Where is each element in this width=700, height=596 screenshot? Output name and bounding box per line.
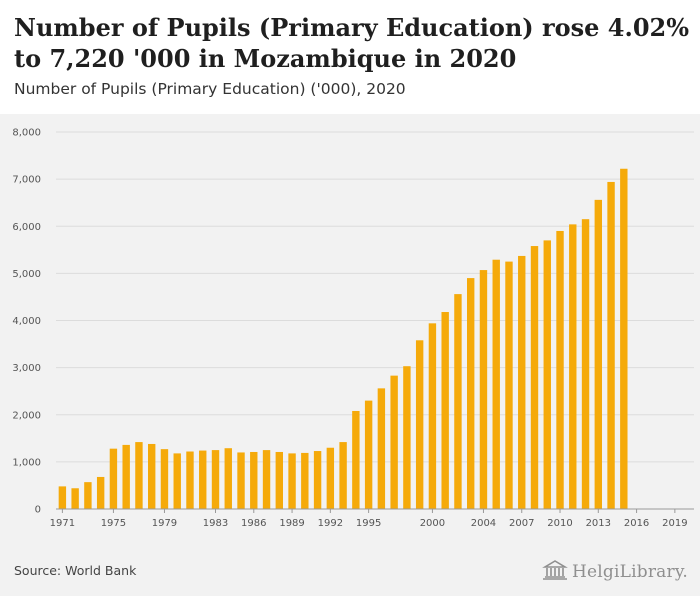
bar-2013[interactable]: [594, 199, 603, 510]
x-tick-label: 1986: [241, 518, 266, 529]
y-tick-label: 8,000: [12, 128, 41, 139]
bar-1997[interactable]: [390, 375, 398, 509]
bar-1981[interactable]: [186, 451, 194, 509]
y-axis-tick-labels: 0 1,000 2,000 3,000 4,000 5,000 6,000 7,000 8,00…: [12, 128, 41, 516]
bar-2005[interactable]: [492, 259, 500, 509]
y-tick-label: 6,000: [12, 222, 41, 233]
brand-logo[interactable]: HelgiLibrary.: [542, 560, 688, 584]
chart-title: Number of Pupils (Primary Education) ros…: [14, 13, 690, 73]
bar-1980[interactable]: [173, 453, 181, 509]
x-tick-label: 1995: [356, 518, 381, 529]
bar-1976[interactable]: [122, 444, 130, 509]
bar-2008[interactable]: [530, 246, 539, 510]
chart-header: Number of Pupils (Primary Education) ros…: [0, 0, 700, 114]
brand-name: HelgiLibrary.: [572, 562, 688, 582]
bar-2000[interactable]: [428, 323, 437, 509]
x-tick-label: 1983: [203, 518, 228, 529]
bar-1988[interactable]: [275, 451, 284, 509]
bar-1989[interactable]: [288, 453, 296, 509]
x-tick-label: 2000: [420, 518, 445, 529]
bar-1987[interactable]: [262, 450, 271, 509]
x-tick-label: 1992: [318, 518, 343, 529]
x-tick-label: 2016: [624, 518, 649, 529]
bar-1973[interactable]: [84, 482, 92, 509]
bar-2012[interactable]: [581, 219, 590, 509]
bar-1984[interactable]: [224, 448, 232, 509]
y-tick-label: 5,000: [12, 269, 41, 280]
bars: [58, 168, 628, 510]
bar-1986[interactable]: [250, 451, 258, 509]
bar-1993[interactable]: [339, 442, 347, 509]
x-tick-label: 2007: [509, 518, 534, 529]
x-tick-label: 1989: [279, 518, 304, 529]
y-tick-label: 0: [35, 505, 41, 516]
bar-1996[interactable]: [377, 388, 386, 509]
bar-2015[interactable]: [620, 168, 628, 509]
x-tick-label: 1971: [50, 518, 75, 529]
bar-2010[interactable]: [556, 230, 564, 509]
bar-1983[interactable]: [211, 450, 220, 509]
bar-2002[interactable]: [454, 294, 462, 509]
bar-2007[interactable]: [518, 255, 526, 509]
y-tick-label: 1,000: [12, 457, 41, 468]
bar-1999[interactable]: [415, 340, 424, 509]
chart-subtitle: Number of Pupils (Primary Education) ('0…: [14, 80, 406, 98]
y-tick-label: 2,000: [12, 410, 41, 421]
bar-1998[interactable]: [403, 366, 411, 509]
x-tick-label: 2010: [547, 518, 572, 529]
source-note: Source: World Bank: [14, 563, 137, 578]
bar-1978[interactable]: [147, 443, 156, 509]
bar-2014[interactable]: [607, 181, 615, 509]
x-tick-label: 2004: [471, 518, 496, 529]
bar-1975[interactable]: [109, 448, 118, 509]
x-tick-label: 2013: [586, 518, 611, 529]
bar-2001[interactable]: [441, 312, 449, 509]
bar-1974[interactable]: [96, 476, 105, 509]
bar-1991[interactable]: [313, 451, 322, 509]
bar-1992[interactable]: [326, 447, 335, 509]
bar-chart: 0 1,000 2,000 3,000 4,000 5,000 6,000 7,000 8,00…: [12, 128, 694, 529]
x-tick-label: 1975: [101, 518, 126, 529]
bar-2006[interactable]: [505, 261, 513, 509]
bar-2003[interactable]: [466, 278, 475, 509]
x-tick-label: 2019: [662, 518, 687, 529]
bar-1995[interactable]: [364, 400, 373, 509]
bar-1985[interactable]: [237, 452, 245, 509]
chart-area: 0 1,000 2,000 3,000 4,000 5,000 6,000 7,000 8,00…: [0, 114, 700, 548]
bar-1990[interactable]: [301, 452, 309, 509]
bar-1982[interactable]: [199, 450, 207, 509]
bar-2011[interactable]: [569, 224, 577, 509]
y-tick-label: 7,000: [12, 175, 41, 186]
bar-1972[interactable]: [71, 488, 79, 509]
y-tick-label: 3,000: [12, 363, 41, 374]
bar-2004[interactable]: [479, 270, 488, 509]
bar-1971[interactable]: [58, 486, 67, 509]
library-building-icon: [542, 560, 568, 584]
x-tick-label: 1979: [152, 518, 177, 529]
bar-1994[interactable]: [352, 410, 360, 509]
bar-2009[interactable]: [543, 240, 551, 509]
bar-1977[interactable]: [135, 442, 143, 509]
chart-footer: Source: World Bank HelgiLibrary.: [0, 548, 700, 596]
x-axis-tick-labels: 1971 1975 1979 1983 1986 1989 1992 1995 2000 2004…: [50, 509, 688, 529]
y-tick-label: 4,000: [12, 316, 41, 327]
bar-1979[interactable]: [160, 449, 169, 509]
